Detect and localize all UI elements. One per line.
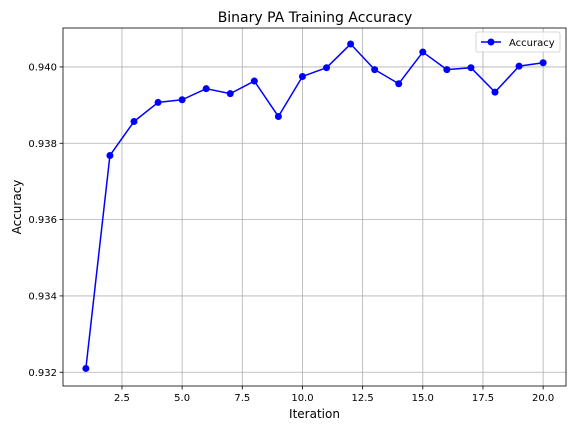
legend-label: Accuracy [509,38,555,49]
data-point [178,96,186,104]
x-tick-label: 12.5 [352,393,374,404]
x-tick-label: 2.5 [114,393,130,404]
legend-marker [487,38,495,46]
series-line-accuracy [85,43,544,369]
data-point [371,66,379,74]
chart-title: Binary PA Training Accuracy [218,10,413,26]
x-tick-label: 17.5 [472,393,494,404]
data-point [539,59,547,67]
x-tick-label: 15.0 [412,393,434,404]
data-point [250,77,258,85]
y-tick-label: 0.934 [28,291,57,302]
y-tick-label: 0.938 [28,139,57,150]
data-point [443,66,451,74]
series-layer [82,40,547,372]
x-tick-label: 7.5 [234,393,250,404]
ticks: 2.5 5.0 7.5 10.0 12.5 15.0 17.5 20.0 0.932 0.934 0… [28,62,554,404]
data-point [515,62,523,70]
y-axis-label: Accuracy [10,180,24,235]
data-point [202,85,210,93]
plot-frame [62,27,567,387]
data-point [274,113,282,121]
data-point [347,40,355,48]
grid [63,28,566,386]
data-point [106,151,114,159]
data-point [419,48,427,56]
data-point [467,64,475,72]
data-point [82,364,90,372]
data-point [226,90,234,98]
data-point [298,72,306,80]
legend-box [475,31,561,53]
x-tick-label: 5.0 [174,393,190,404]
data-point [130,118,138,126]
legend: Accuracy [475,31,561,53]
y-tick-label: 0.936 [28,215,57,226]
x-tick-label: 20.0 [532,393,554,404]
data-point [323,64,331,72]
data-point [395,80,403,88]
x-tick-label: 10.0 [291,393,313,404]
y-tick-label: 0.940 [28,62,57,73]
y-tick-label: 0.932 [28,368,57,379]
x-axis-label: Iteration [289,407,340,421]
data-point [154,98,162,106]
data-point [491,88,499,96]
